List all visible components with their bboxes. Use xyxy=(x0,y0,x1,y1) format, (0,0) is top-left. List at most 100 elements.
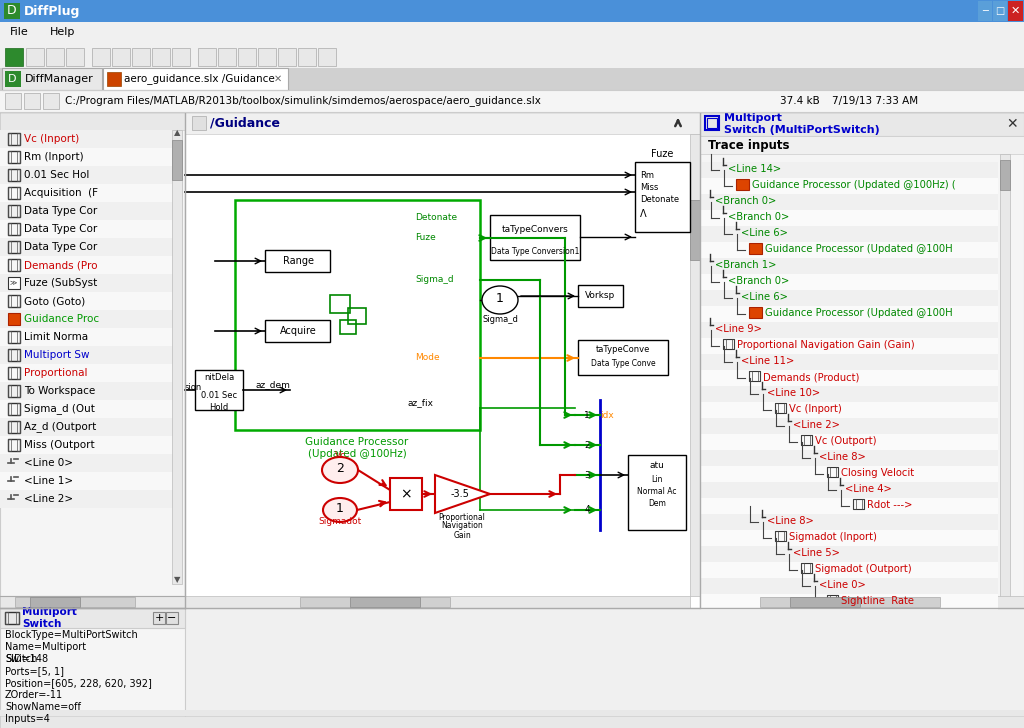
Text: ▲: ▲ xyxy=(174,129,180,138)
Text: D: D xyxy=(8,74,16,84)
Bar xyxy=(8,367,20,379)
Bar xyxy=(700,162,998,178)
Text: Normal Ac: Normal Ac xyxy=(637,488,677,496)
Bar xyxy=(265,250,330,272)
Text: Sigmadot (Outport): Sigmadot (Outport) xyxy=(815,564,911,574)
Bar xyxy=(1000,154,1010,604)
Bar xyxy=(153,612,165,624)
Text: ZOrder=-11: ZOrder=-11 xyxy=(5,690,63,700)
Bar xyxy=(340,320,356,334)
Text: 2: 2 xyxy=(585,440,590,449)
Bar xyxy=(700,418,998,434)
Text: <Line 11>: <Line 11> xyxy=(741,356,795,366)
Bar xyxy=(0,608,185,628)
Bar xyxy=(700,194,998,210)
Bar xyxy=(0,328,175,346)
Bar xyxy=(578,340,668,375)
Bar xyxy=(801,563,804,573)
Bar xyxy=(198,48,216,66)
Bar xyxy=(185,596,690,608)
Text: Guidance Processor (Updated @100H: Guidance Processor (Updated @100H xyxy=(765,244,952,254)
Ellipse shape xyxy=(322,457,358,483)
Text: SID=148: SID=148 xyxy=(5,654,48,664)
Text: File: File xyxy=(10,27,29,37)
Bar xyxy=(8,331,20,343)
Bar xyxy=(700,482,998,498)
Bar xyxy=(700,354,998,370)
Text: <Line 0>: <Line 0> xyxy=(24,458,73,468)
Text: DiffPlug: DiffPlug xyxy=(24,4,80,17)
Bar xyxy=(17,241,20,253)
Text: <Branch 0>: <Branch 0> xyxy=(715,196,776,206)
Bar xyxy=(8,259,20,271)
Bar xyxy=(0,68,1024,90)
Bar xyxy=(700,136,1024,154)
Text: Name=Multiport
Switch: Name=Multiport Switch xyxy=(5,642,86,664)
Bar xyxy=(0,716,1024,728)
Bar xyxy=(0,608,185,728)
Text: Proportional Navigation Gain (Gain): Proportional Navigation Gain (Gain) xyxy=(737,340,914,350)
Bar xyxy=(749,371,752,381)
Text: Sigma_d: Sigma_d xyxy=(415,275,454,285)
Bar xyxy=(8,439,11,451)
Bar xyxy=(106,72,121,86)
Text: 2: 2 xyxy=(336,462,344,475)
Bar xyxy=(810,563,812,573)
Bar xyxy=(8,187,11,199)
Bar xyxy=(8,133,20,145)
Text: Inputs=4: Inputs=4 xyxy=(5,714,50,724)
Bar xyxy=(8,241,11,253)
Text: Acquisition  (F: Acquisition (F xyxy=(24,188,98,198)
Bar xyxy=(578,285,623,307)
Bar xyxy=(172,130,182,584)
Text: Data Type Conversion1: Data Type Conversion1 xyxy=(490,247,580,256)
Bar xyxy=(0,166,175,184)
Text: <Line 1>: <Line 1> xyxy=(24,476,73,486)
Bar xyxy=(0,238,175,256)
Bar xyxy=(861,499,864,509)
Bar xyxy=(836,595,838,605)
Bar xyxy=(0,22,1024,42)
Bar xyxy=(0,148,175,166)
Bar xyxy=(801,435,804,445)
Text: Lin: Lin xyxy=(651,475,663,485)
Text: Ports=[5, 1]: Ports=[5, 1] xyxy=(5,666,63,676)
Bar xyxy=(8,295,11,307)
Bar xyxy=(700,226,998,242)
Bar xyxy=(0,596,185,608)
Bar xyxy=(8,349,20,361)
Bar xyxy=(234,200,480,430)
Text: Data Type Cor: Data Type Cor xyxy=(24,242,97,252)
Bar xyxy=(0,274,175,292)
Bar xyxy=(26,48,44,66)
Bar xyxy=(0,90,1024,112)
Bar xyxy=(700,290,998,306)
Text: <Line 10>: <Line 10> xyxy=(767,388,820,398)
Bar xyxy=(836,467,838,477)
Text: <Line 14>: <Line 14> xyxy=(728,164,781,174)
Bar xyxy=(635,162,690,232)
Text: D: D xyxy=(7,4,16,17)
Bar xyxy=(1008,1,1023,21)
Bar xyxy=(700,562,998,578)
Ellipse shape xyxy=(482,286,518,314)
Text: ▼: ▼ xyxy=(174,576,180,585)
Bar xyxy=(700,258,998,274)
Bar xyxy=(8,367,11,379)
Text: Sigmadot (Inport): Sigmadot (Inport) xyxy=(790,532,877,542)
Bar xyxy=(15,597,135,607)
Bar xyxy=(218,48,236,66)
Bar xyxy=(700,370,998,386)
Bar xyxy=(775,531,786,541)
Text: C:/Program Files/MATLAB/R2013b/toolbox/simulink/simdemos/aerospace/aero_guidance: C:/Program Files/MATLAB/R2013b/toolbox/s… xyxy=(65,95,541,106)
Bar xyxy=(2,68,102,90)
Text: nitDela: nitDela xyxy=(204,373,234,382)
Bar xyxy=(4,3,20,19)
Bar xyxy=(700,178,998,194)
Text: To Workspace: To Workspace xyxy=(24,386,95,396)
Text: Sightline  Rate: Sightline Rate xyxy=(841,596,914,606)
Text: Az_d (Outport: Az_d (Outport xyxy=(24,422,96,432)
Text: DiffManager: DiffManager xyxy=(25,74,94,84)
Bar xyxy=(690,134,700,596)
Bar xyxy=(46,48,63,66)
